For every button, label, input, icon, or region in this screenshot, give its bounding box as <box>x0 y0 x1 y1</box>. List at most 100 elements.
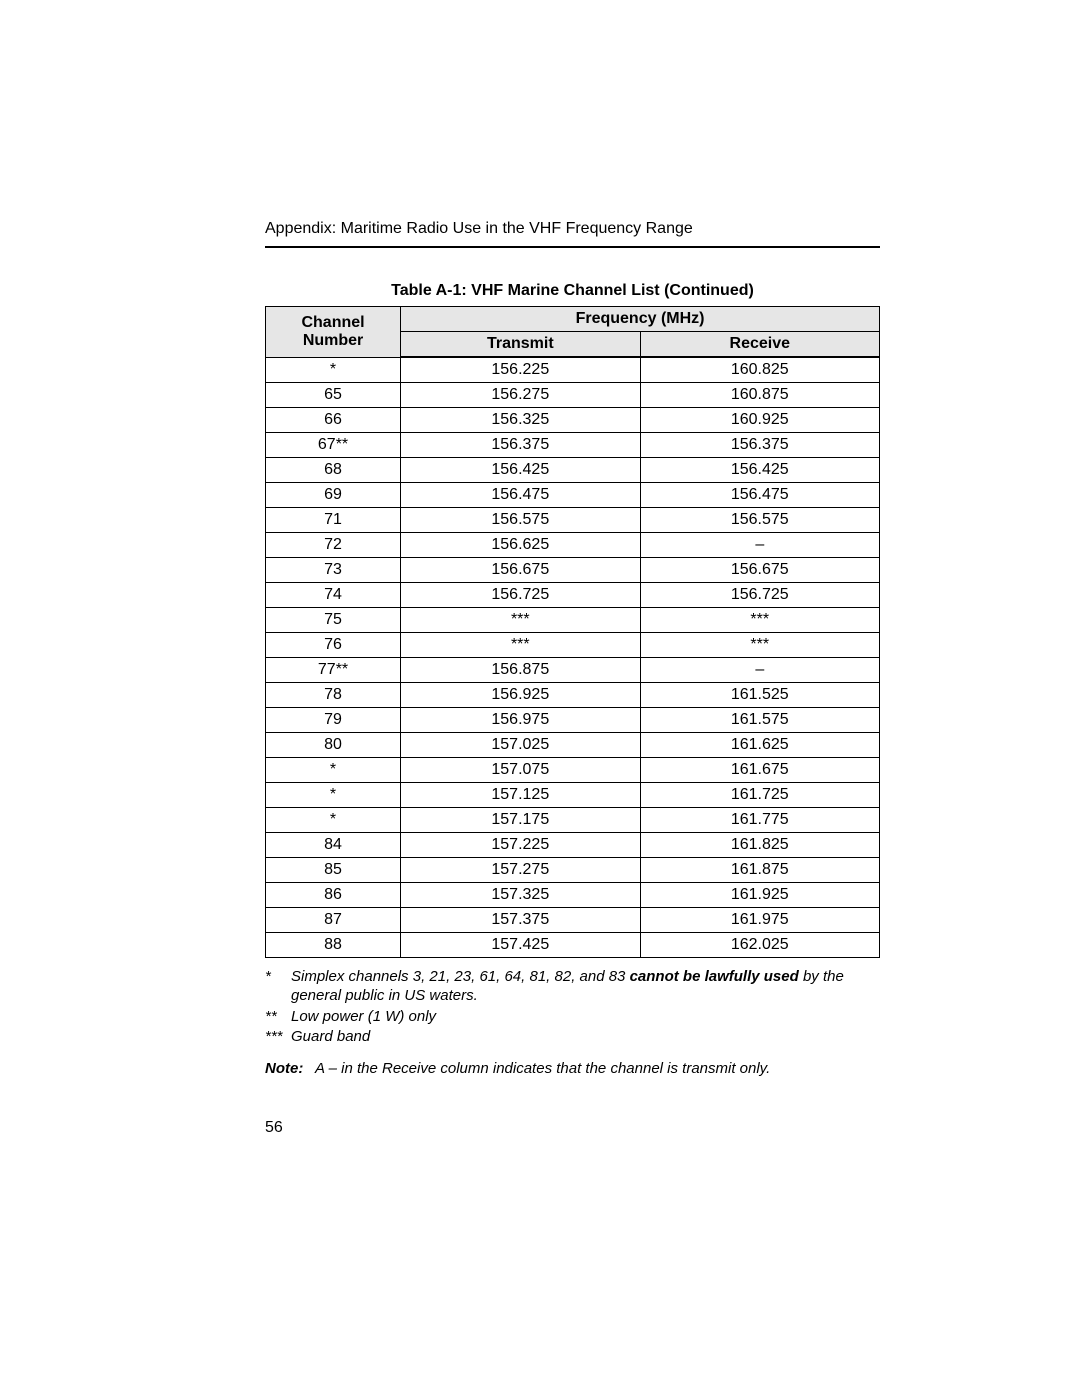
col-header-channel: Channel Number <box>266 307 401 358</box>
table-row: 80157.025161.625 <box>266 733 880 758</box>
cell-receive: – <box>640 533 879 558</box>
table-row: 67**156.375156.375 <box>266 433 880 458</box>
cell-transmit: *** <box>401 633 640 658</box>
cell-transmit: 156.875 <box>401 658 640 683</box>
cell-receive: 161.625 <box>640 733 879 758</box>
note-body: A – in the Receive column indicates that… <box>315 1059 880 1079</box>
table-row: 77**156.875– <box>266 658 880 683</box>
cell-channel: * <box>266 808 401 833</box>
col-header-channel-line1: Channel <box>301 314 364 331</box>
footnote-text: Simplex channels 3, 21, 23, 61, 64, 81, … <box>291 968 880 1006</box>
cell-receive: 161.725 <box>640 783 879 808</box>
table-row: 87157.375161.975 <box>266 908 880 933</box>
cell-transmit: 157.425 <box>401 933 640 958</box>
cell-transmit: 156.275 <box>401 383 640 408</box>
cell-channel: 85 <box>266 858 401 883</box>
page-number: 56 <box>265 1119 880 1137</box>
table-row: 72156.625– <box>266 533 880 558</box>
cell-transmit: 156.425 <box>401 458 640 483</box>
cell-channel: 87 <box>266 908 401 933</box>
cell-receive: 161.925 <box>640 883 879 908</box>
cell-channel: 69 <box>266 483 401 508</box>
table-row: 79156.975161.575 <box>266 708 880 733</box>
cell-transmit: 156.225 <box>401 357 640 383</box>
footnote: **Low power (1 W) only <box>265 1008 880 1027</box>
cell-channel: 78 <box>266 683 401 708</box>
cell-receive: 161.875 <box>640 858 879 883</box>
cell-channel: 79 <box>266 708 401 733</box>
footnote-mark: *** <box>265 1028 291 1047</box>
cell-transmit: *** <box>401 608 640 633</box>
footnotes: *Simplex channels 3, 21, 23, 61, 64, 81,… <box>265 968 880 1047</box>
cell-transmit: 157.375 <box>401 908 640 933</box>
cell-receive: 156.375 <box>640 433 879 458</box>
cell-receive: 156.725 <box>640 583 879 608</box>
table-row: 71156.575156.575 <box>266 508 880 533</box>
cell-channel: * <box>266 357 401 383</box>
cell-transmit: 156.325 <box>401 408 640 433</box>
cell-channel: 77** <box>266 658 401 683</box>
table-row: 69156.475156.475 <box>266 483 880 508</box>
cell-transmit: 156.575 <box>401 508 640 533</box>
cell-receive: 162.025 <box>640 933 879 958</box>
cell-transmit: 157.275 <box>401 858 640 883</box>
cell-receive: 160.825 <box>640 357 879 383</box>
cell-transmit: 157.025 <box>401 733 640 758</box>
cell-receive: 161.675 <box>640 758 879 783</box>
table-row: *157.175161.775 <box>266 808 880 833</box>
table-row: 76****** <box>266 633 880 658</box>
cell-transmit: 157.075 <box>401 758 640 783</box>
cell-channel: 88 <box>266 933 401 958</box>
table-row: 66156.325160.925 <box>266 408 880 433</box>
table-row: 75****** <box>266 608 880 633</box>
footnote: ***Guard band <box>265 1028 880 1047</box>
cell-channel: 76 <box>266 633 401 658</box>
table-row: 74156.725156.725 <box>266 583 880 608</box>
cell-receive: 161.525 <box>640 683 879 708</box>
cell-receive: 161.975 <box>640 908 879 933</box>
cell-transmit: 157.225 <box>401 833 640 858</box>
frequency-table: Channel Number Frequency (MHz) Transmit … <box>265 306 880 958</box>
cell-channel: 75 <box>266 608 401 633</box>
table-caption: Table A-1: VHF Marine Channel List (Cont… <box>265 282 880 300</box>
cell-channel: 65 <box>266 383 401 408</box>
cell-channel: 80 <box>266 733 401 758</box>
cell-receive: – <box>640 658 879 683</box>
cell-channel: 86 <box>266 883 401 908</box>
cell-transmit: 156.475 <box>401 483 640 508</box>
table-row: *156.225160.825 <box>266 357 880 383</box>
table-row: 65156.275160.875 <box>266 383 880 408</box>
cell-receive: *** <box>640 608 879 633</box>
cell-channel: 71 <box>266 508 401 533</box>
running-head: Appendix: Maritime Radio Use in the VHF … <box>265 220 880 238</box>
footnote-mark: ** <box>265 1008 291 1027</box>
footnote: *Simplex channels 3, 21, 23, 61, 64, 81,… <box>265 968 880 1006</box>
cell-channel: 84 <box>266 833 401 858</box>
cell-receive: *** <box>640 633 879 658</box>
cell-transmit: 157.325 <box>401 883 640 908</box>
note-block: Note: A – in the Receive column indicate… <box>265 1059 880 1079</box>
table-row: 68156.425156.425 <box>266 458 880 483</box>
cell-channel: 74 <box>266 583 401 608</box>
cell-receive: 156.475 <box>640 483 879 508</box>
cell-transmit: 157.125 <box>401 783 640 808</box>
cell-receive: 161.775 <box>640 808 879 833</box>
table-row: 78156.925161.525 <box>266 683 880 708</box>
table-row: *157.125161.725 <box>266 783 880 808</box>
document-page: Appendix: Maritime Radio Use in the VHF … <box>0 0 1080 1137</box>
header-rule <box>265 246 880 248</box>
frequency-table-body: *156.225160.82565156.275160.87566156.325… <box>266 357 880 958</box>
footnote-text: Guard band <box>291 1028 880 1047</box>
footnote-text: Low power (1 W) only <box>291 1008 880 1027</box>
cell-channel: 72 <box>266 533 401 558</box>
cell-channel: 68 <box>266 458 401 483</box>
cell-receive: 156.675 <box>640 558 879 583</box>
col-header-channel-line2: Number <box>303 332 363 349</box>
cell-receive: 156.575 <box>640 508 879 533</box>
cell-transmit: 156.625 <box>401 533 640 558</box>
cell-receive: 160.925 <box>640 408 879 433</box>
cell-transmit: 156.925 <box>401 683 640 708</box>
cell-transmit: 156.725 <box>401 583 640 608</box>
cell-receive: 156.425 <box>640 458 879 483</box>
footnote-mark: * <box>265 968 291 1006</box>
